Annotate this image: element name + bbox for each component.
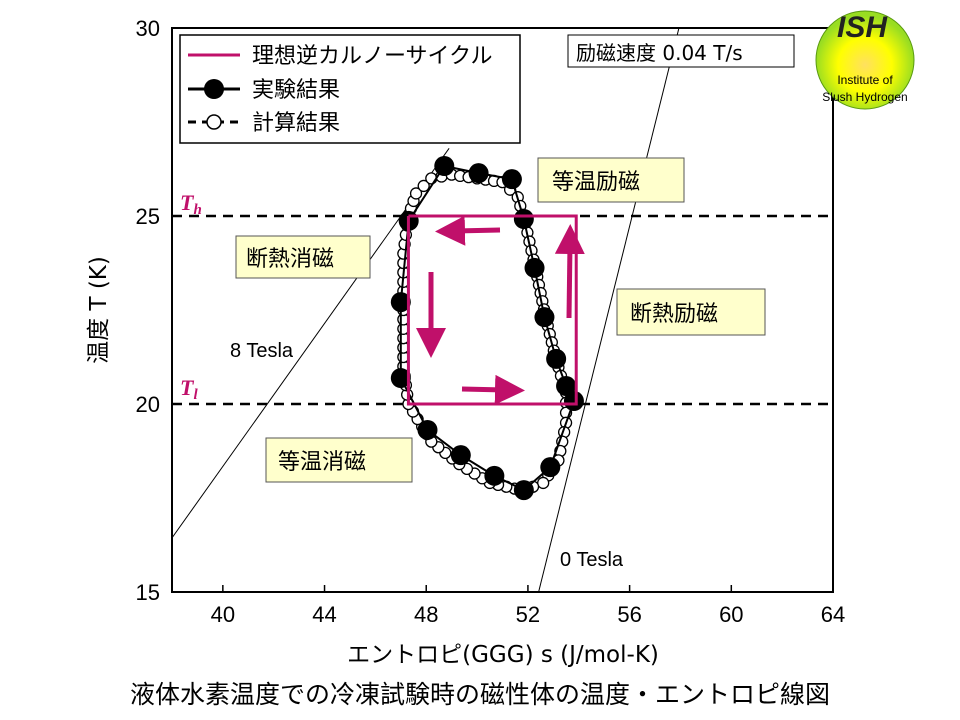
y-tick-label: 20 — [136, 392, 160, 417]
logo-line1: Institute of — [837, 73, 893, 87]
rate-label: 励磁速度 0.04 T/s — [576, 41, 743, 65]
th-label: T — [180, 190, 195, 215]
x-tick-label: 52 — [516, 602, 540, 627]
adi-mag-box — [616, 288, 766, 336]
x-axis-label: エントロピ(GGG) s (J/mol-K) — [347, 642, 659, 668]
tl-sub: l — [193, 387, 198, 403]
legend-calc-marker — [206, 114, 222, 130]
x-tick-label: 56 — [617, 602, 641, 627]
calculated-point — [417, 179, 430, 193]
plot-frame — [171, 27, 834, 593]
y-tick-label: 25 — [136, 204, 160, 229]
x-tick-label: 48 — [414, 602, 438, 627]
calculated-point — [409, 187, 423, 200]
experiment-point — [501, 169, 522, 190]
experiment-point — [417, 419, 438, 440]
rate-box — [567, 34, 795, 68]
reference-line — [538, 27, 680, 593]
adi-demag-label: 断熱消磁 — [246, 247, 334, 272]
x-tick-label: 64 — [821, 602, 845, 627]
logo-line2: Slush Hydrogen — [822, 90, 907, 104]
y-axis-label: 温度 T (K) — [86, 256, 112, 364]
iso-demag-label: 等温消磁 — [278, 450, 366, 475]
experiment-point — [540, 457, 561, 478]
carnot-cycle-line — [406, 214, 578, 406]
iso-demag-box — [265, 437, 413, 483]
svg-text:Tl: Tl — [180, 375, 198, 403]
experiment-point — [546, 348, 567, 369]
x-tick-label: 60 — [719, 602, 743, 627]
experiment-point — [513, 480, 534, 501]
x-tick-label: 40 — [211, 602, 235, 627]
y-tick-label: 15 — [136, 580, 160, 605]
x-tick-label: 44 — [312, 602, 336, 627]
experiment-point — [390, 368, 411, 389]
label-0-tesla: 0 Tesla — [560, 549, 624, 571]
adi-mag-label: 断熱励磁 — [630, 302, 718, 327]
experiment-point — [534, 307, 555, 328]
experiment-point — [513, 209, 534, 230]
experiment-point — [484, 465, 505, 486]
calculated-point — [537, 476, 550, 490]
logo-text: ISH — [837, 11, 888, 44]
arrow-left — [435, 215, 501, 246]
experiment-point — [468, 163, 489, 184]
experiment-point — [524, 257, 545, 278]
experiment-point — [556, 375, 577, 396]
legend-calc: 計算結果 — [252, 111, 340, 136]
y-tick-label: 30 — [136, 16, 160, 41]
experiment-point — [450, 445, 471, 466]
tl-label: T — [180, 375, 195, 400]
adi-demag-box — [235, 235, 371, 279]
legend-exp: 実験結果 — [252, 78, 340, 103]
th-sub: h — [193, 202, 201, 218]
experiment-point — [390, 292, 411, 313]
experiment-point — [563, 390, 584, 411]
label-8-tesla: 8 Tesla — [230, 340, 294, 362]
legend-exp-marker — [204, 79, 224, 99]
iso-mag-box — [537, 157, 685, 203]
arrow-right — [461, 374, 525, 405]
chart-title: 液体水素温度での冷凍試験時の磁性体の温度・エントロピ線図 — [130, 680, 830, 709]
iso-mag-label: 等温励磁 — [552, 170, 640, 195]
svg-text:Th: Th — [180, 190, 202, 218]
arrow-up — [554, 224, 585, 319]
legend-carnot: 理想逆カルノーサイクル — [252, 44, 492, 69]
ish-logo: ISH Institute of Slush Hydrogen — [815, 10, 915, 110]
experiment-point — [434, 155, 455, 176]
